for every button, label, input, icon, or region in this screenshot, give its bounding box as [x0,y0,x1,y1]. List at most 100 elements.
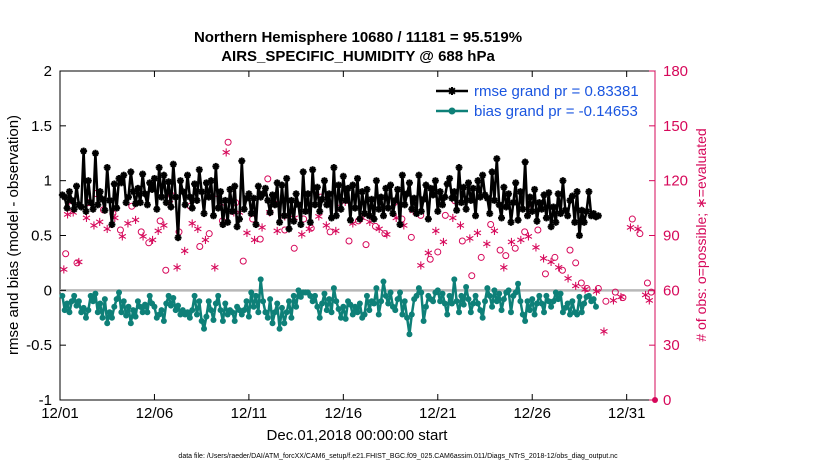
obs-evaluated-point: ∗ [94,215,105,230]
obs-possible-point [145,239,153,247]
obs-evaluated-point: ∗ [580,283,591,298]
rmse-point [318,195,326,203]
bias-point [349,311,356,318]
rmse-point [346,216,354,224]
rmse-point [280,212,288,220]
rmse-point [228,207,236,215]
rmse-point [573,188,581,196]
rmse-point [507,218,515,226]
rmse-point [306,218,314,226]
obs-evaluated-point: ∗ [172,261,183,276]
obs-possible-point [619,294,627,302]
rmse-point [226,185,234,193]
bias-point [87,292,94,299]
obs-possible-point [458,237,466,245]
obs-possible-point [434,248,442,256]
bias-point [413,292,420,299]
obs-possible-point [566,246,574,254]
bias-point [241,307,248,314]
obs-evaluated-point: ∗ [347,217,358,232]
legend-bias-marker [448,107,456,115]
rmse-point [467,196,475,204]
bias-point [120,298,127,305]
rmse-point [594,212,602,220]
obs-evaluated-point: ∗ [321,219,332,234]
x-axis-label: Dec.01,2018 00:00:00 start [267,427,449,444]
y-tick-label-right: 150 [663,118,688,135]
bias-point [106,309,113,316]
bias-point [179,307,186,314]
rmse-point [509,199,517,207]
rmse-point [184,171,191,179]
bias-point [337,314,344,321]
rmse-point [158,193,166,201]
obs-evaluated-point: ∗ [58,262,69,277]
rmse-point [129,188,137,196]
bias-point [130,307,137,314]
obs-evaluated-point: ∗ [415,259,426,274]
bias-point [505,287,512,294]
bias-point [536,292,543,299]
bias-point [137,303,144,310]
bias-point [260,298,267,305]
rmse-point [207,177,215,185]
rmse-point [283,174,291,182]
bias-point [59,292,66,299]
obs-evaluated-point: ∗ [472,226,483,241]
obs-evaluated-point: ∗ [481,237,492,252]
bias-point [75,298,82,305]
rmse-point [195,166,203,174]
rmse-point [356,215,364,223]
rmse-point [408,205,416,213]
rmse-point [108,221,116,229]
bias-point [489,303,496,310]
bias-point [517,298,524,305]
bias-point [484,285,491,292]
bias-point [297,293,304,300]
bias-point [170,295,177,302]
rmse-point [106,196,114,204]
bias-point [321,290,328,297]
obs-possible-point [511,244,519,252]
bias-point [330,285,337,292]
rmse-point [73,182,81,190]
rmse-point [524,212,531,220]
obs-evaluated-point: ∗ [625,220,636,235]
rmse-point [285,225,293,233]
rmse-point [61,193,69,201]
rmse-point [545,189,553,197]
obs-possible-point [643,279,651,287]
bias-point [229,309,236,316]
obs-possible-point [636,230,644,238]
bias-point [529,296,536,303]
rmse-point [547,223,555,231]
bias-point [545,298,552,305]
rmse-point [191,180,199,188]
rmse-point [179,188,187,196]
rmse-point [403,190,411,198]
rmse-point [247,210,255,218]
rmse-point [583,207,591,215]
bias-point [569,298,576,305]
rmse-point [460,183,468,191]
rmse-point [146,179,154,187]
rmse-point [342,196,350,204]
obs-evaluated-point: ∗ [599,325,610,340]
bias-point [71,292,78,299]
rmse-point [351,204,359,212]
obs-evaluated-point: ∗ [640,288,651,303]
bias-point [581,300,588,307]
bias-point [538,300,545,307]
rmse-point [101,206,109,214]
rmse-point [580,218,588,226]
rmse-point [559,177,567,185]
rmse-point [490,196,498,204]
bias-point [167,302,174,309]
rmse-point [254,182,262,190]
obs-possible-point [572,259,580,267]
obs-evaluated-point: ∗ [546,255,557,270]
rmse-point [240,205,248,213]
bias-point [361,311,368,318]
obs-evaluated-point: ∗ [89,219,100,234]
